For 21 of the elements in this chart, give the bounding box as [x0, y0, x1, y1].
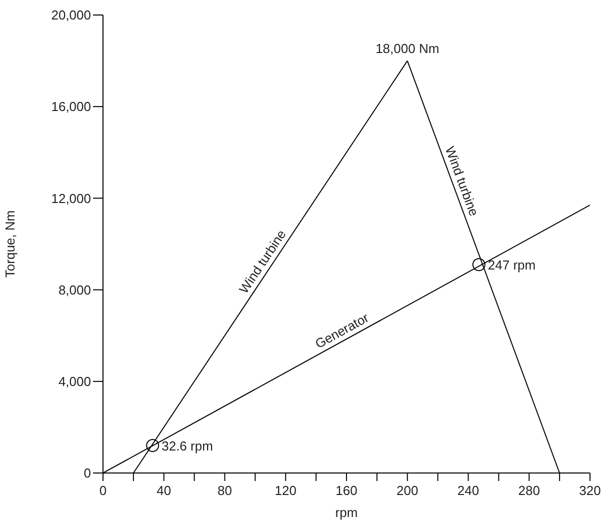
text: Wind turbine — [442, 144, 482, 218]
x-tick-label: 40 — [156, 483, 172, 498]
x-tick-label: 0 — [99, 483, 107, 498]
y-tick-label: 8,000 — [58, 282, 91, 298]
y-tick-label: 12,000 — [51, 190, 91, 206]
annotation: 247 rpm — [488, 258, 536, 273]
x-tick-label: 200 — [396, 483, 418, 498]
x-tick-label: 280 — [518, 483, 540, 498]
y-tick-label: 16,000 — [51, 99, 91, 114]
y-tick-label: 0 — [84, 466, 91, 481]
y-tick-label: 20,000 — [51, 8, 91, 23]
x-tick-label: 120 — [274, 483, 296, 498]
annotation: 32.6 rpm — [162, 438, 213, 454]
x-tick-label: 80 — [218, 483, 232, 498]
x-tick-label: 320 — [579, 483, 601, 498]
annotation: 18,000 Nm — [376, 40, 440, 56]
x-axis-title: rpm — [335, 505, 358, 520]
y-tick-label: 4,000 — [58, 374, 91, 390]
x-tick-label: 240 — [457, 483, 480, 498]
x-tick-label: 160 — [336, 483, 358, 498]
y-axis-title: Torque, Nm — [2, 210, 18, 278]
